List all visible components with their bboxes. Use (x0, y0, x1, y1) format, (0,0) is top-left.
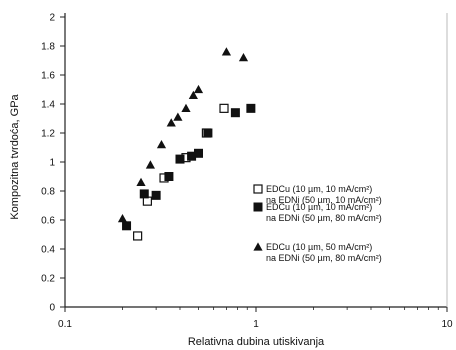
data-point-series-2 (203, 128, 213, 138)
data-point-series-2 (246, 103, 256, 113)
data-point-series-3 (156, 140, 167, 149)
data-point-series-2 (122, 221, 132, 231)
data-point-series-1 (219, 103, 229, 113)
data-point-series-3 (238, 53, 249, 62)
legend-label-2-line2: na EDNi (50 µm, 80 mA/cm²) (266, 213, 382, 223)
legend-label-1-line2: na EDNi (50 µm, 10 mA/cm²) (266, 195, 382, 205)
y-tick-label: 0.4 (41, 245, 55, 256)
data-point-series-3 (193, 84, 204, 94)
data-point-series-3 (136, 177, 146, 186)
y-tick-label: 0 (49, 303, 55, 314)
y-tick-label: 0.6 (41, 216, 55, 227)
legend-marker-2 (253, 202, 263, 212)
x-axis-title: Relativna dubina utiskivanja (188, 336, 325, 348)
y-tick-label: 0.8 (41, 187, 55, 198)
legend: EDCu (10 µm, 10 mA/cm²)na EDNi (50 µm, 1… (253, 184, 382, 263)
legend-label-2-line1: EDCu (10 µm, 10 mA/cm²) (266, 202, 372, 212)
y-tick-label: 1.4 (41, 100, 55, 111)
x-tick-label: 10 (441, 319, 453, 330)
y-tick-label: 1.2 (41, 129, 55, 140)
data-point-series-2 (164, 172, 174, 181)
legend-marker-1 (253, 184, 263, 194)
legend-label-3-line2: na EDNi (50 µm, 80 mA/cm²) (266, 253, 382, 263)
data-point-series-3 (188, 90, 198, 99)
data-point-series-2 (139, 189, 149, 199)
y-axis-title: Kompozitna tvrdoća, GPa (9, 93, 21, 219)
legend-marker-3 (253, 242, 263, 251)
legend-label-1-line1: EDCu (10 µm, 10 mA/cm²) (266, 184, 372, 194)
data-point-series-3 (173, 112, 183, 121)
data-point-series-2 (151, 190, 161, 200)
y-tick-label: 1 (49, 158, 55, 169)
y-tick-label: 2 (49, 13, 55, 24)
data-point-series-3 (117, 213, 128, 223)
axes: 0 0.2 0.4 0.6 0.8 1 1.2 1.4 1.6 1.8 2 0.1 1 10 (41, 13, 453, 331)
data-point-series-2 (175, 154, 185, 164)
data-point-series-1 (133, 231, 143, 241)
y-tick-label: 1.8 (41, 42, 55, 53)
data-point-series-2 (230, 108, 240, 118)
data-point-series-3 (221, 47, 232, 56)
y-tick-label: 1.6 (41, 71, 55, 82)
y-tick-label: 0.2 (41, 274, 55, 285)
data-point-series-3 (145, 160, 156, 169)
data-points (117, 47, 256, 241)
x-tick-label: 1 (253, 319, 259, 330)
x-tick-label: 0.1 (58, 319, 72, 330)
data-point-series-3 (166, 118, 176, 127)
legend-label-3-line1: EDCu (10 µm, 50 mA/cm²) (266, 242, 372, 252)
data-point-series-2 (194, 148, 204, 158)
data-point-series-3 (181, 103, 191, 113)
